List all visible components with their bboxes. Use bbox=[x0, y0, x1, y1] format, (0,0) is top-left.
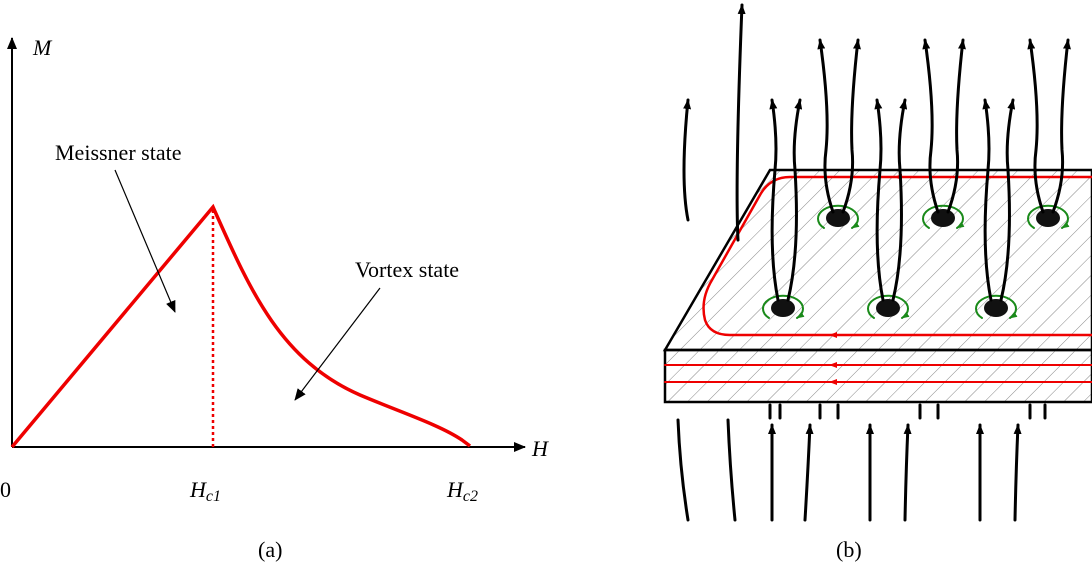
annotation: Vortex state bbox=[355, 257, 459, 282]
x-axis-label: H bbox=[531, 436, 549, 461]
tick-label: Hc2 bbox=[446, 477, 478, 505]
caption: (a) bbox=[258, 537, 282, 562]
tick-symbol: H bbox=[446, 477, 464, 502]
annotation: Meissner state bbox=[55, 140, 181, 165]
caption: (b) bbox=[836, 537, 862, 562]
tick-label: Hc1 bbox=[189, 477, 221, 505]
panel-a: M H 0 Hc1 Hc2 Meissner state Vortex stat… bbox=[0, 35, 549, 562]
slab-front bbox=[665, 350, 1092, 402]
tick-subscript: c2 bbox=[463, 488, 478, 505]
origin-label: 0 bbox=[0, 477, 11, 502]
tick-symbol: H bbox=[189, 477, 207, 502]
tick-subscript: c1 bbox=[206, 488, 221, 505]
figure: M H 0 Hc1 Hc2 Meissner state Vortex stat… bbox=[0, 0, 1092, 565]
y-axis-label: M bbox=[32, 35, 53, 60]
magnetization-curve bbox=[12, 207, 470, 447]
panel-b: (b) bbox=[665, 5, 1092, 562]
